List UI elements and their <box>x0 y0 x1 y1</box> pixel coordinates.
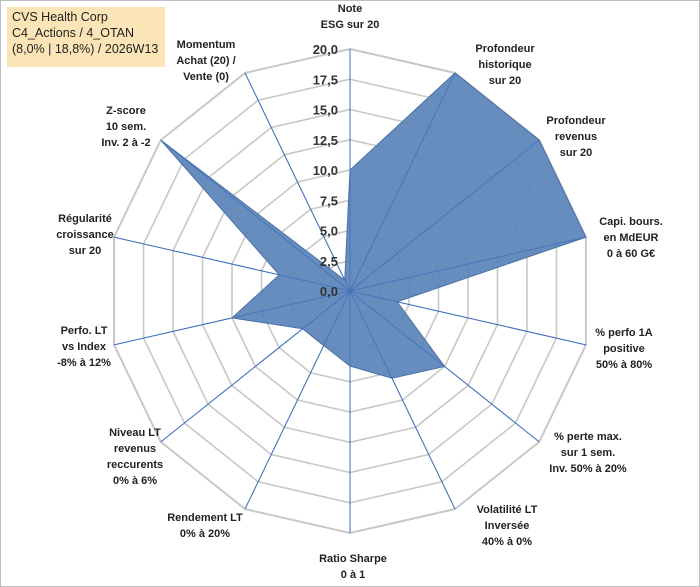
tick-label: 5,0 <box>320 224 338 239</box>
tick-labels: 0,0 2,5 5,0 7,5 10,0 12,5 15,0 17,5 20,0 <box>313 42 338 299</box>
axis-label: Ratio Sharpe 0 à 1 <box>319 553 387 581</box>
company-name: CVS Health Corp <box>12 10 108 24</box>
axis-label: Profondeur revenus sur 20 <box>546 115 606 159</box>
axis-label: Z-score 10 sem. Inv. 2 à -2 <box>101 105 150 149</box>
axis-spoke-overlay <box>349 290 587 346</box>
tick-label: 7,5 <box>320 193 338 208</box>
tick-label: 15,0 <box>313 103 338 118</box>
axis-spoke-overlay <box>160 290 351 443</box>
axis-spoke-overlay <box>113 236 351 292</box>
chart-title-box: CVS Health Corp C4_Actions / 4_OTAN (8,0… <box>7 7 165 67</box>
axis-label: Perfo. LT vs Index -8% à 12% <box>57 325 111 369</box>
axis-label: Momentum Achat (20) / Vente (0) <box>176 39 235 83</box>
axis-label: Rendement LT 0% à 20% <box>167 512 243 540</box>
axis-label: Profondeur historique sur 20 <box>475 43 535 87</box>
axis-label: Volatilité LT Inversée 40% à 0% <box>477 504 538 548</box>
tick-label: 0,0 <box>320 284 338 299</box>
data-area <box>160 72 587 379</box>
tick-label: 10,0 <box>313 163 338 178</box>
axis-spoke-overlay <box>244 290 351 510</box>
tick-label: 2,5 <box>320 254 338 269</box>
axis-label: Niveau LT revenus reccurents 0% à 6% <box>107 427 163 487</box>
axis-spoke-overlay <box>349 236 587 292</box>
axis-labels: Note ESG sur 20 Profondeur historique sur 20… <box>56 3 663 581</box>
tick-label: 12,5 <box>313 133 338 148</box>
tick-label: 20,0 <box>313 42 338 57</box>
axis-label: Régularité croissance sur 20 <box>56 213 113 257</box>
axis-label: Note ESG sur 20 <box>321 3 380 31</box>
axis-label: Capi. bours. en MdEUR 0 à 60 G€ <box>599 216 663 260</box>
data-area-group <box>113 49 587 533</box>
axis-spoke-overlay <box>349 72 456 292</box>
axis-spoke-overlay <box>160 139 351 292</box>
stats-label: (8,0% | 18,8%) / 2026W13 <box>12 42 159 56</box>
axis-spoke-overlay <box>349 139 540 292</box>
axis-spoke-overlay <box>113 290 351 346</box>
axis-spoke-overlay <box>244 72 351 292</box>
category-label: C4_Actions / 4_OTAN <box>12 26 135 40</box>
axis-label: % perte max. sur 1 sem. Inv. 50% à 20% <box>549 431 627 475</box>
axis-label: % perfo 1A positive 50% à 80% <box>595 327 653 371</box>
axis-spoke-overlay <box>349 290 540 443</box>
axis-spoke-overlay <box>349 290 456 510</box>
tick-label: 17,5 <box>313 72 338 87</box>
